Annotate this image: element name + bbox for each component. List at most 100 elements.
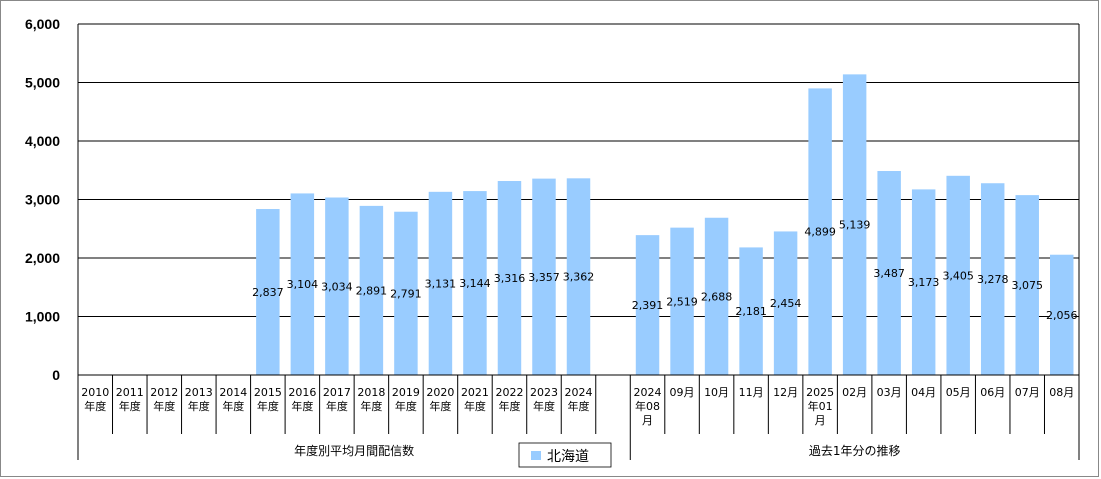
bar bbox=[739, 247, 763, 375]
x-tick-label: 年度 bbox=[222, 399, 244, 413]
bar bbox=[256, 209, 280, 375]
data-label: 3,075 bbox=[1011, 279, 1043, 292]
y-tick-label: 2,000 bbox=[25, 250, 60, 266]
x-tick-label: 2015 bbox=[254, 386, 282, 399]
bar bbox=[497, 181, 522, 375]
bar bbox=[1015, 195, 1039, 375]
data-label: 3,316 bbox=[494, 272, 526, 285]
x-tick-label: 月 bbox=[815, 414, 826, 427]
x-tick-label: 07月 bbox=[1015, 386, 1040, 399]
bar bbox=[428, 191, 453, 375]
data-label: 3,278 bbox=[977, 273, 1009, 286]
bar bbox=[290, 193, 315, 375]
data-label: 2,056 bbox=[1046, 309, 1078, 322]
legend: 北海道 bbox=[518, 442, 612, 468]
data-label: 3,405 bbox=[942, 269, 974, 282]
y-tick-label: 5,000 bbox=[25, 75, 60, 91]
y-tick-label: 0 bbox=[52, 367, 60, 383]
bar bbox=[1050, 254, 1074, 375]
x-tick-label: 年度 bbox=[568, 399, 590, 413]
x-tick-label: 04月 bbox=[911, 386, 936, 399]
data-label: 3,144 bbox=[459, 277, 491, 290]
data-label: 2,791 bbox=[390, 287, 422, 300]
data-label: 2,891 bbox=[356, 284, 388, 297]
bar bbox=[980, 183, 1005, 375]
bar bbox=[946, 175, 970, 375]
bar bbox=[566, 178, 591, 375]
x-tick-label: 年度 bbox=[360, 399, 382, 413]
x-tick-label: 年08 bbox=[635, 399, 660, 413]
x-tick-label: 2014 bbox=[219, 386, 247, 399]
x-tick-label: 年度 bbox=[395, 399, 417, 413]
x-tick-label: 2024 bbox=[565, 386, 593, 399]
x-tick-label: 2013 bbox=[185, 386, 213, 399]
data-label: 3,034 bbox=[321, 280, 353, 293]
y-tick-label: 3,000 bbox=[25, 192, 60, 208]
bar bbox=[704, 217, 729, 375]
x-tick-label: 2016 bbox=[288, 386, 316, 399]
bar bbox=[463, 191, 487, 375]
x-tick-label: 2019 bbox=[392, 386, 420, 399]
x-tick-label: 2021 bbox=[461, 386, 489, 399]
y-axis: 0 1,000 2,000 3,000 4,000 5,000 6,000 bbox=[25, 16, 1080, 383]
x-tick-label: 05月 bbox=[946, 386, 971, 399]
x-tick-label: 2012 bbox=[150, 386, 178, 399]
x-tick-label: 年度 bbox=[188, 399, 210, 413]
x-tick-label: 03月 bbox=[877, 386, 902, 399]
y-tick-label: 6,000 bbox=[25, 16, 60, 32]
bar bbox=[808, 88, 832, 375]
y-tick-label: 4,000 bbox=[25, 133, 60, 149]
x-tick-label: 2020 bbox=[426, 386, 454, 399]
data-label: 2,391 bbox=[632, 299, 664, 312]
data-label: 5,139 bbox=[839, 219, 871, 232]
legend-label: 北海道 bbox=[547, 449, 589, 465]
x-tick-label: 年度 bbox=[257, 399, 279, 413]
data-label: 3,131 bbox=[425, 277, 457, 290]
bars bbox=[256, 74, 1074, 375]
x-tick-label: 年01 bbox=[808, 399, 833, 413]
x-tick-label: 12月 bbox=[773, 386, 798, 399]
data-label: 2,181 bbox=[735, 305, 767, 318]
x-tick-label: 月 bbox=[642, 414, 653, 427]
x-tick-label: 2018 bbox=[357, 386, 385, 399]
x-tick-label: 年度 bbox=[326, 399, 348, 413]
data-label: 4,899 bbox=[804, 226, 836, 239]
x-group-label: 年度別平均月間配信数 bbox=[294, 443, 414, 458]
x-tick-label: 年度 bbox=[498, 399, 520, 413]
x-axis: 2010年度2011年度2012年度2013年度2014年度2015年度2016… bbox=[77, 374, 1080, 460]
x-tick-label: 2024 bbox=[634, 386, 662, 399]
x-tick-label: 2023 bbox=[530, 386, 558, 399]
x-tick-label: 年度 bbox=[429, 399, 451, 413]
x-tick-label: 年度 bbox=[153, 399, 175, 413]
data-label: 3,104 bbox=[287, 278, 319, 291]
bar bbox=[670, 227, 694, 375]
x-tick-label: 2017 bbox=[323, 386, 351, 399]
bar bbox=[877, 171, 901, 375]
data-label: 3,362 bbox=[563, 271, 595, 284]
data-label: 2,454 bbox=[770, 297, 802, 310]
bar bbox=[773, 231, 798, 375]
x-tick-label: 2022 bbox=[495, 386, 523, 399]
data-label: 2,837 bbox=[252, 286, 284, 299]
x-tick-label: 06月 bbox=[980, 386, 1005, 399]
x-tick-label: 09月 bbox=[670, 386, 695, 399]
legend-swatch bbox=[531, 451, 541, 460]
bar bbox=[842, 74, 867, 375]
x-tick-label: 年度 bbox=[464, 399, 486, 413]
x-tick-label: 08月 bbox=[1049, 386, 1074, 399]
x-tick-label: 10月 bbox=[704, 386, 729, 399]
bar bbox=[635, 235, 660, 375]
x-tick-label: 年度 bbox=[291, 399, 313, 413]
x-tick-label: 11月 bbox=[739, 386, 764, 399]
x-tick-label: 年度 bbox=[119, 399, 141, 413]
bar bbox=[394, 211, 418, 375]
data-label: 3,357 bbox=[528, 271, 560, 284]
bar bbox=[911, 189, 936, 375]
bar bbox=[325, 197, 349, 375]
x-tick-label: 2010 bbox=[81, 386, 109, 399]
data-label: 3,487 bbox=[873, 267, 905, 280]
x-tick-label: 02月 bbox=[842, 386, 867, 399]
